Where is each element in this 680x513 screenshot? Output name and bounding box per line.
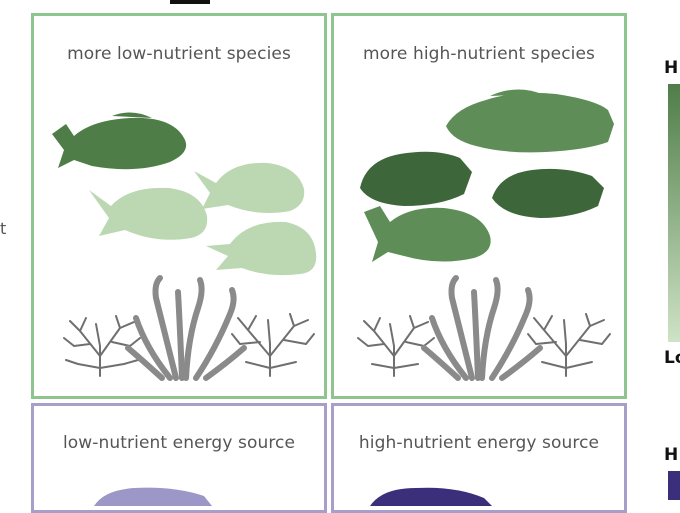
fish-icon	[360, 151, 472, 206]
legend-low-label: Lo	[664, 348, 680, 368]
panel-title: more low-nutrient species	[67, 44, 291, 64]
cropped-left-text: t	[0, 219, 7, 238]
fish-scene	[94, 487, 212, 506]
legend-high-label: H	[664, 58, 679, 78]
coral-reef-icon	[357, 275, 611, 381]
fish-icon	[370, 487, 492, 506]
fish-icon	[492, 168, 604, 218]
cropped-title-fragment	[170, 0, 210, 4]
fish-icon	[446, 89, 614, 153]
fish-icon	[52, 112, 187, 170]
panel-high-nutrient-species: more high-nutrient species	[331, 13, 627, 399]
fish-scene	[52, 112, 317, 381]
legend-high-label-purple: H	[664, 445, 679, 465]
panel-low-nutrient-energy: low-nutrient energy source	[31, 403, 327, 513]
panel-title: more high-nutrient species	[363, 44, 595, 64]
panel-high-nutrient-energy: high-nutrient energy source	[331, 403, 627, 513]
fish-icon	[206, 221, 317, 276]
fish-scene	[370, 487, 492, 506]
fish-scene	[357, 89, 614, 381]
fish-icon	[89, 187, 208, 240]
green-colorbar	[668, 84, 680, 342]
fish-icon	[364, 206, 491, 262]
coral-reef-icon	[63, 275, 315, 381]
panel-low-nutrient-species: more low-nutrient species	[31, 13, 327, 399]
panel-title: high-nutrient energy source	[358, 433, 600, 453]
fish-icon	[94, 487, 212, 506]
purple-colorbar	[668, 471, 680, 500]
panel-title: low-nutrient energy source	[62, 433, 296, 453]
fish-icon	[194, 162, 305, 213]
